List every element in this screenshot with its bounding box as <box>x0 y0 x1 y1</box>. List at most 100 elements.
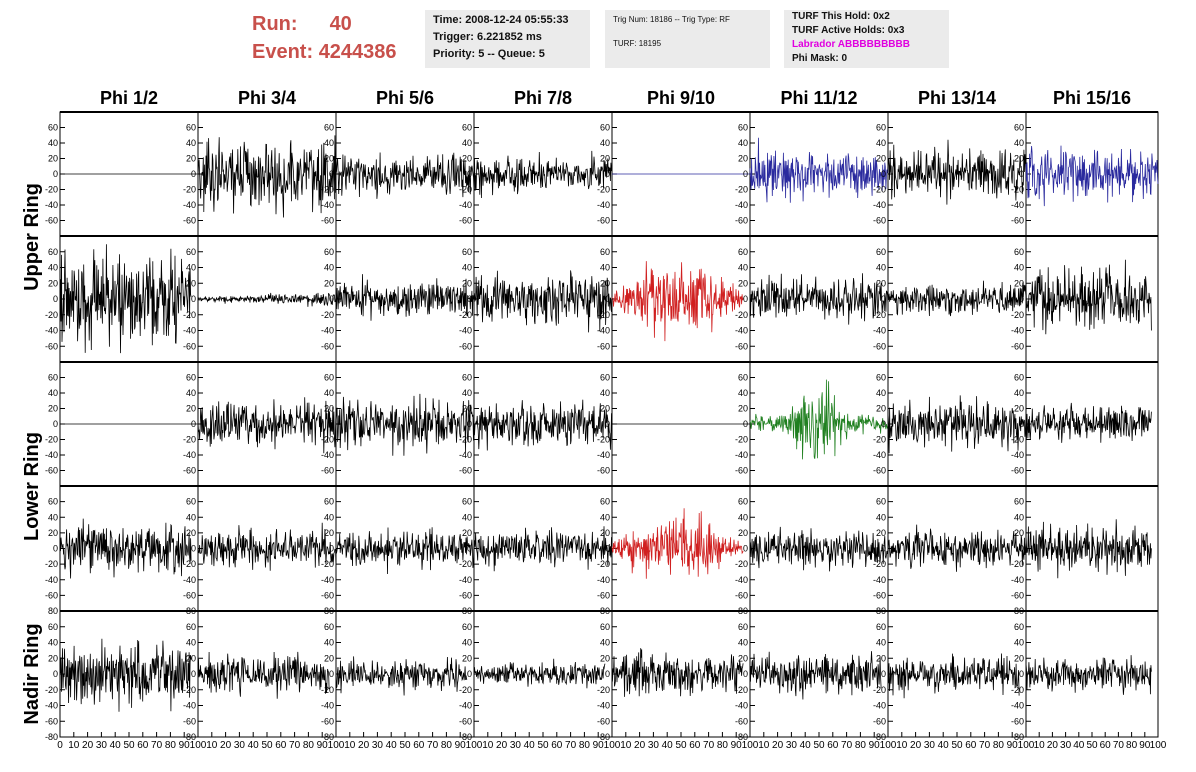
column-label-7: Phi 13/14 <box>918 88 996 108</box>
priority-queue: Priority: 5 -- Queue: 5 <box>433 48 545 60</box>
x-tick-label: 100 <box>742 740 759 751</box>
panel-r5-c1: -80 -60 -40 -20 0 20 40 60 80 <box>45 606 199 742</box>
y-tick-label: 60 <box>186 247 196 257</box>
y-tick-label: 20 <box>876 154 886 164</box>
y-tick-label: 80 <box>324 606 334 616</box>
column-label-2: Phi 3/4 <box>238 88 296 108</box>
y-tick-label: 80 <box>1014 606 1024 616</box>
y-tick-label: -20 <box>873 559 886 569</box>
column-label-8: Phi 15/16 <box>1053 88 1131 108</box>
y-tick-label: 0 <box>605 544 610 554</box>
y-tick-label: 60 <box>738 373 748 383</box>
y-tick-label: 60 <box>738 497 748 507</box>
y-tick-label: 20 <box>738 404 748 414</box>
x-tick-label: 80 <box>993 740 1005 751</box>
trigger-number-panel: Trig Num: 18186 -- Trig Type: RF TURF: 1… <box>605 10 770 68</box>
panel-r5-c5: -80 -60 -40 -20 0 20 40 60 80 <box>597 606 751 742</box>
waveform-trace-r3-c3 <box>335 393 475 456</box>
waveform-trace-r4-c6 <box>749 526 889 572</box>
waveform-trace-r1-c3 <box>335 152 475 199</box>
panel-r2-c4: -60 -40 -20 0 20 40 60 <box>459 235 613 363</box>
y-tick-label: 0 <box>881 544 886 554</box>
y-tick-label: -20 <box>321 559 334 569</box>
y-tick-label: -20 <box>597 310 610 320</box>
x-tick-label: 50 <box>399 740 411 751</box>
column-label-5: Phi 9/10 <box>647 88 715 108</box>
y-tick-label: -20 <box>1011 310 1024 320</box>
x-tick-label: 60 <box>551 740 563 751</box>
y-tick-label: 40 <box>1014 388 1024 398</box>
x-tick-label: 50 <box>813 740 825 751</box>
y-tick-label: 60 <box>738 622 748 632</box>
y-tick-label: -60 <box>1011 341 1024 351</box>
y-tick-label: 0 <box>467 544 472 554</box>
y-tick-label: 60 <box>462 123 472 133</box>
y-tick-label: -40 <box>321 326 334 336</box>
time-trigger-panel: Time: 2008-12-24 05:55:33 Trigger: 6.221… <box>425 10 590 68</box>
y-tick-label: -60 <box>873 716 886 726</box>
y-tick-label: -20 <box>1011 435 1024 445</box>
x-tick-label: 30 <box>1060 740 1072 751</box>
y-tick-label: 20 <box>186 154 196 164</box>
y-tick-label: 0 <box>743 669 748 679</box>
turf-number: TURF: 18195 <box>613 39 662 48</box>
y-tick-label: -40 <box>45 450 58 460</box>
event-time: Time: 2008-12-24 05:55:33 <box>433 14 569 26</box>
y-tick-label: -20 <box>45 559 58 569</box>
y-tick-label: -40 <box>183 450 196 460</box>
y-tick-label: 40 <box>48 512 58 522</box>
y-tick-label: 0 <box>881 294 886 304</box>
y-tick-label: 60 <box>462 373 472 383</box>
panel-r1-c4: -60 -40 -20 0 20 40 60 <box>459 111 613 237</box>
waveform-trace-r4-c3 <box>335 527 475 575</box>
row-label-3: Nadir Ring <box>21 623 43 724</box>
y-tick-label: 0 <box>1019 544 1024 554</box>
y-tick-label: 40 <box>186 512 196 522</box>
y-tick-label: 20 <box>462 653 472 663</box>
y-tick-label: 20 <box>462 404 472 414</box>
y-tick-label: -40 <box>45 575 58 585</box>
y-tick-label: -60 <box>1011 716 1024 726</box>
panel-r4-c7: -60 -40 -20 0 20 40 60 <box>873 485 1027 612</box>
y-tick-label: -60 <box>597 216 610 226</box>
y-tick-label: -20 <box>597 685 610 695</box>
y-tick-label: -40 <box>183 200 196 210</box>
y-tick-label: -40 <box>735 701 748 711</box>
y-tick-label: -20 <box>45 685 58 695</box>
y-tick-label: 20 <box>1014 278 1024 288</box>
x-tick-label: 60 <box>137 740 149 751</box>
y-tick-label: -20 <box>459 685 472 695</box>
y-tick-label: -40 <box>735 200 748 210</box>
panel-r3-c2: -60 -40 -20 0 20 40 60 <box>183 361 337 487</box>
y-tick-label: 0 <box>191 419 196 429</box>
panel-r5-c7: -80 -60 -40 -20 0 20 40 60 80 <box>873 606 1027 742</box>
panel-r1-c3: -60 -40 -20 0 20 40 60 <box>321 111 475 237</box>
y-tick-label: 20 <box>876 653 886 663</box>
waveform-trace-r2-c4 <box>473 270 613 333</box>
y-tick-label: 60 <box>48 247 58 257</box>
y-tick-label: 20 <box>324 404 334 414</box>
y-tick-label: -40 <box>459 200 472 210</box>
y-tick-label: 40 <box>48 388 58 398</box>
y-tick-label: 60 <box>324 373 334 383</box>
y-tick-label: -20 <box>459 559 472 569</box>
waveform-trace-r5-c6 <box>749 651 882 700</box>
y-tick-label: 40 <box>324 638 334 648</box>
run-number: 40 <box>329 13 352 35</box>
y-tick-label: 20 <box>600 278 610 288</box>
trig-num-type: Trig Num: 18186 -- Trig Type: RF <box>613 15 730 24</box>
x-tick-label: 10 <box>344 740 356 751</box>
y-tick-label: 60 <box>876 497 886 507</box>
x-tick-label: 80 <box>717 740 729 751</box>
y-tick-label: 60 <box>48 622 58 632</box>
y-tick-label: 20 <box>1014 653 1024 663</box>
x-tick-label: 60 <box>1100 740 1112 751</box>
y-tick-label: -40 <box>597 450 610 460</box>
y-tick-label: 20 <box>1014 154 1024 164</box>
y-tick-label: 40 <box>738 138 748 148</box>
y-tick-label: 20 <box>1014 404 1024 414</box>
y-tick-label: 20 <box>324 278 334 288</box>
panel-frame <box>335 361 475 487</box>
y-tick-label: 80 <box>738 606 748 616</box>
y-tick-label: -40 <box>735 326 748 336</box>
